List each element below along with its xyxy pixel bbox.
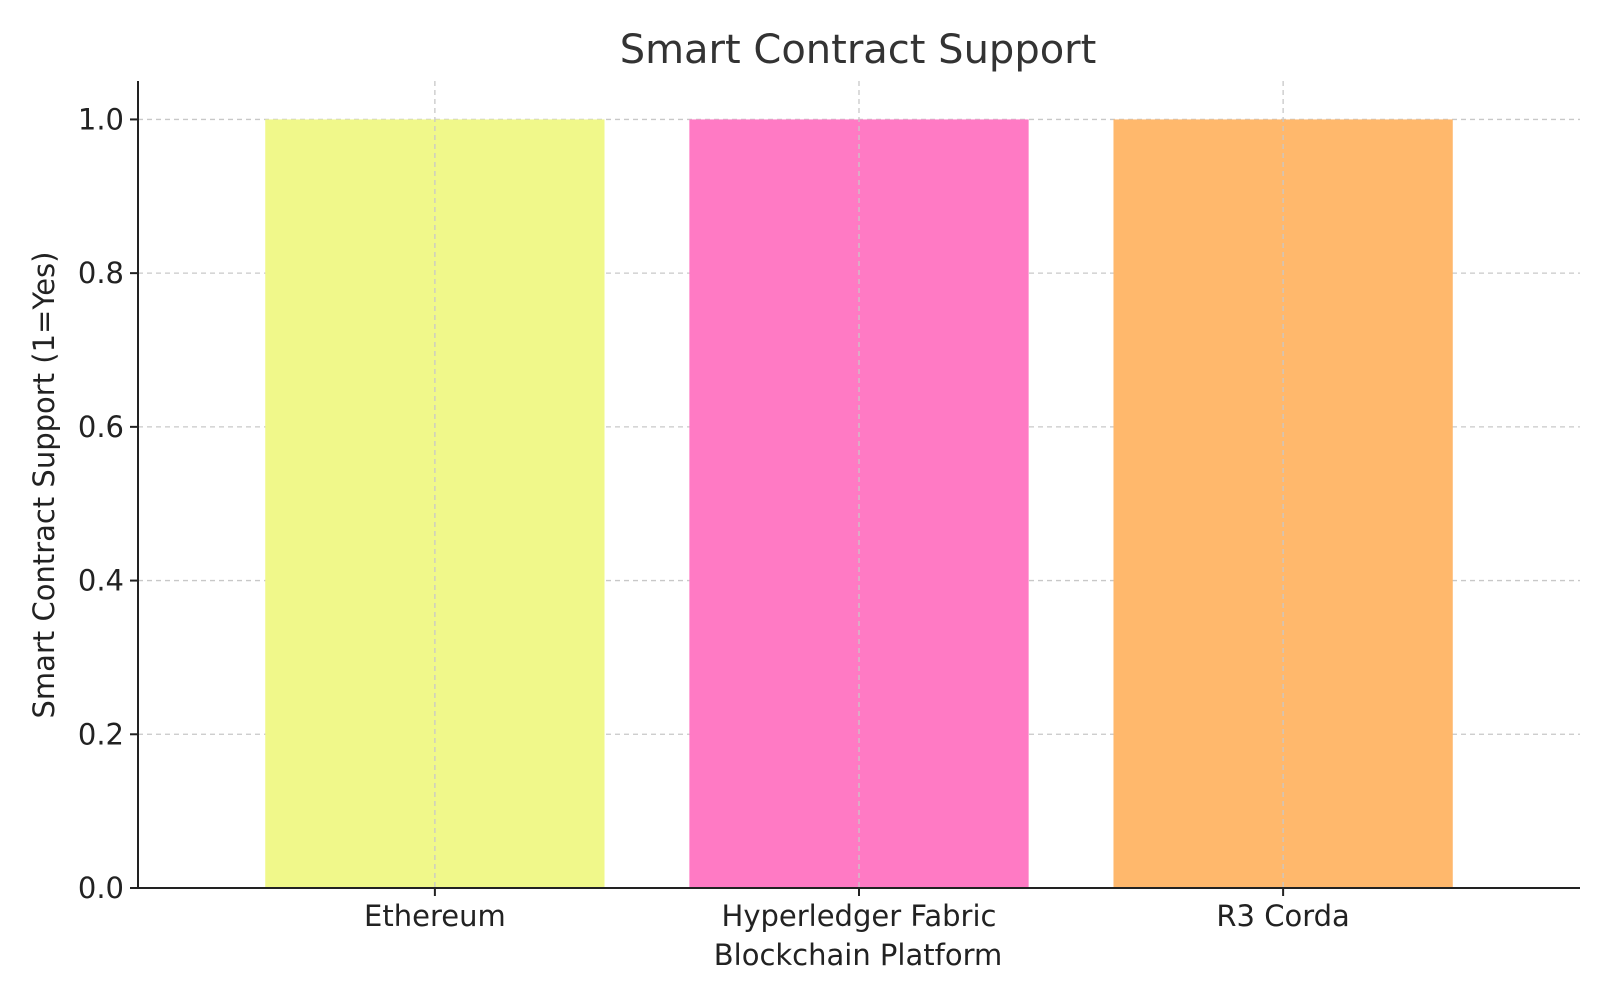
y-tick-label: 0.4 [78, 564, 124, 598]
y-tick-label: 0.8 [78, 256, 124, 290]
y-axis-ticks: 0.0 0.2 0.4 0.6 0.8 1.0 [78, 102, 138, 905]
y-tick-label: 0.0 [78, 871, 124, 905]
x-axis-label: Blockchain Platform [714, 938, 1003, 972]
x-axis-ticks: Ethereum Hyperledger Fabric R3 Corda [364, 888, 1350, 933]
y-axis-label: Smart Contract Support (1=Yes) [27, 252, 61, 719]
chart-title: Smart Contract Support [620, 27, 1097, 73]
x-tick-label: Ethereum [364, 899, 506, 933]
y-tick-label: 0.6 [78, 410, 124, 444]
y-tick-label: 0.2 [78, 717, 124, 751]
y-tick-label: 1.0 [78, 102, 124, 136]
x-tick-label: R3 Corda [1216, 899, 1349, 933]
x-tick-label: Hyperledger Fabric [722, 899, 997, 933]
